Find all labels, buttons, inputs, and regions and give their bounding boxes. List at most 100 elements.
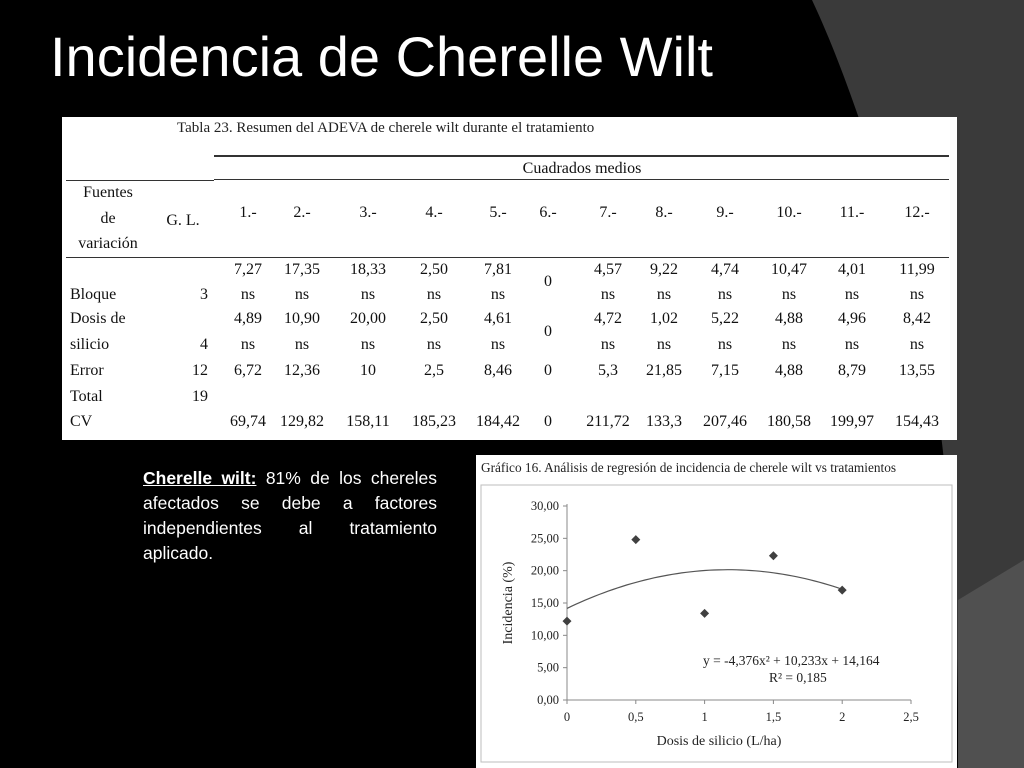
gl-value: 4 (200, 336, 208, 353)
x-axis-label: Dosis de silicio (L/ha) (657, 734, 782, 749)
cell-value: 8,46 (484, 362, 512, 379)
cell-value: 7,15 (711, 362, 739, 379)
treatment-header: 12.- (904, 204, 930, 221)
cell-significance: ns (656, 336, 672, 353)
cell-value: 2,50 (420, 261, 448, 278)
y-tick-label: 30,00 (531, 499, 559, 513)
cell-value: 1,02 (650, 310, 678, 327)
x-tick-label: 1 (701, 710, 707, 724)
row-label: Dosis de (70, 310, 126, 327)
treatment-header: 7.- (599, 204, 617, 221)
cell-value: 7,27 (234, 261, 262, 278)
regression-equation: y = -4,376x² + 10,233x + 14,164 (703, 653, 880, 668)
treatment-header: 11.- (839, 204, 865, 221)
cell-value: 6,72 (234, 362, 262, 379)
cell-value: 11,99 (899, 261, 935, 278)
x-tick-label: 0 (564, 710, 570, 724)
row-label: Error (70, 362, 104, 379)
y-tick-label: 0,00 (537, 693, 559, 707)
treatment-header: 3.- (359, 204, 377, 221)
cell-significance: ns (240, 336, 256, 353)
cell-value: 8,42 (903, 310, 931, 327)
treatment-header: 6.- (539, 204, 557, 221)
cell-significance: ns (909, 336, 925, 353)
x-tick-label: 2,5 (903, 710, 919, 724)
cell-significance: ns (294, 336, 310, 353)
data-point (700, 608, 710, 618)
cell-value: 7,81 (484, 261, 512, 278)
cell-value: 5,22 (711, 310, 739, 327)
treatment-header: 1.- (239, 204, 257, 221)
cell-value: 4,01 (838, 261, 866, 278)
y-tick-label: 15,00 (531, 596, 559, 610)
cell-value: 185,23 (412, 413, 456, 430)
cell-value: 2,5 (424, 362, 444, 379)
cell-value: 17,35 (284, 261, 320, 278)
group-header: Cuadrados medios (522, 160, 642, 177)
cell-value: 0 (544, 323, 552, 340)
table-caption: Tabla 23. Resumen del ADEVA de cherele w… (177, 120, 595, 136)
cell-value: 129,82 (280, 413, 324, 430)
row-label: silicio (70, 336, 110, 353)
data-point (837, 585, 847, 595)
anova-table: Tabla 23. Resumen del ADEVA de cherele w… (62, 117, 957, 440)
cell-value: 12,36 (284, 362, 320, 379)
cell-significance: ns (600, 336, 616, 353)
cell-value: 211,72 (586, 413, 630, 430)
cell-value: 0 (544, 273, 552, 290)
cell-value: 154,43 (895, 413, 939, 430)
cell-significance: ns (426, 286, 442, 303)
cell-value: 184,42 (476, 413, 520, 430)
gl-value: 3 (200, 286, 208, 303)
gl-header: G. L. (166, 212, 200, 229)
cell-value: 9,22 (650, 261, 678, 278)
y-tick-label: 5,00 (537, 661, 559, 675)
cell-value: 13,55 (899, 362, 935, 379)
plot-frame (480, 484, 953, 763)
row-label: CV (70, 413, 93, 430)
cell-value: 4,61 (484, 310, 512, 327)
cell-significance: ns (844, 336, 860, 353)
treatment-header: 2.- (293, 204, 311, 221)
cell-value: 158,11 (346, 413, 390, 430)
cell-value: 180,58 (767, 413, 811, 430)
chart-plot: 0,00 5,00 10,00 15,00 20,00 25,00 30,00 0 0,5 1 1,… (480, 484, 953, 763)
row-label: Total (70, 388, 103, 405)
cell-value: 18,33 (350, 261, 386, 278)
cell-value: 4,96 (838, 310, 866, 327)
source-header-1: Fuentes (83, 184, 133, 201)
trendline (566, 569, 843, 609)
cell-significance: ns (717, 336, 733, 353)
slide-title: Incidencia de Cherelle Wilt (50, 25, 713, 88)
cell-value: 133,3 (646, 413, 682, 430)
table-rule-body (66, 257, 949, 258)
cell-significance: ns (426, 336, 442, 353)
gl-value: 19 (192, 388, 208, 405)
cell-value: 4,89 (234, 310, 262, 327)
chart-title: Gráfico 16. Análisis de regresión de inc… (481, 460, 897, 475)
treatment-header: 10.- (776, 204, 802, 221)
annotation-body: 81% de los chereles afectados se debe a … (143, 468, 437, 563)
cell-value: 2,50 (420, 310, 448, 327)
source-header-3: variación (78, 235, 138, 252)
treatment-header: 5.- (489, 204, 507, 221)
cell-value: 4,88 (775, 310, 803, 327)
cell-significance: ns (656, 286, 672, 303)
cell-significance: ns (781, 336, 797, 353)
data-point (631, 535, 641, 545)
cell-value: 21,85 (646, 362, 682, 379)
source-header-2: de (100, 210, 116, 227)
cell-value: 8,79 (838, 362, 866, 379)
treatment-header: 4.- (425, 204, 443, 221)
cell-significance: ns (240, 286, 256, 303)
cell-value: 4,88 (775, 362, 803, 379)
cell-value: 10 (360, 362, 376, 379)
cell-significance: ns (600, 286, 616, 303)
x-tick-label: 2 (839, 710, 845, 724)
cell-significance: ns (490, 336, 506, 353)
x-tick-label: 1,5 (766, 710, 782, 724)
cell-value: 10,47 (771, 261, 807, 278)
r-squared-label: R² = 0,185 (769, 670, 827, 685)
cell-value: 0 (544, 413, 552, 430)
cell-value: 199,97 (830, 413, 874, 430)
